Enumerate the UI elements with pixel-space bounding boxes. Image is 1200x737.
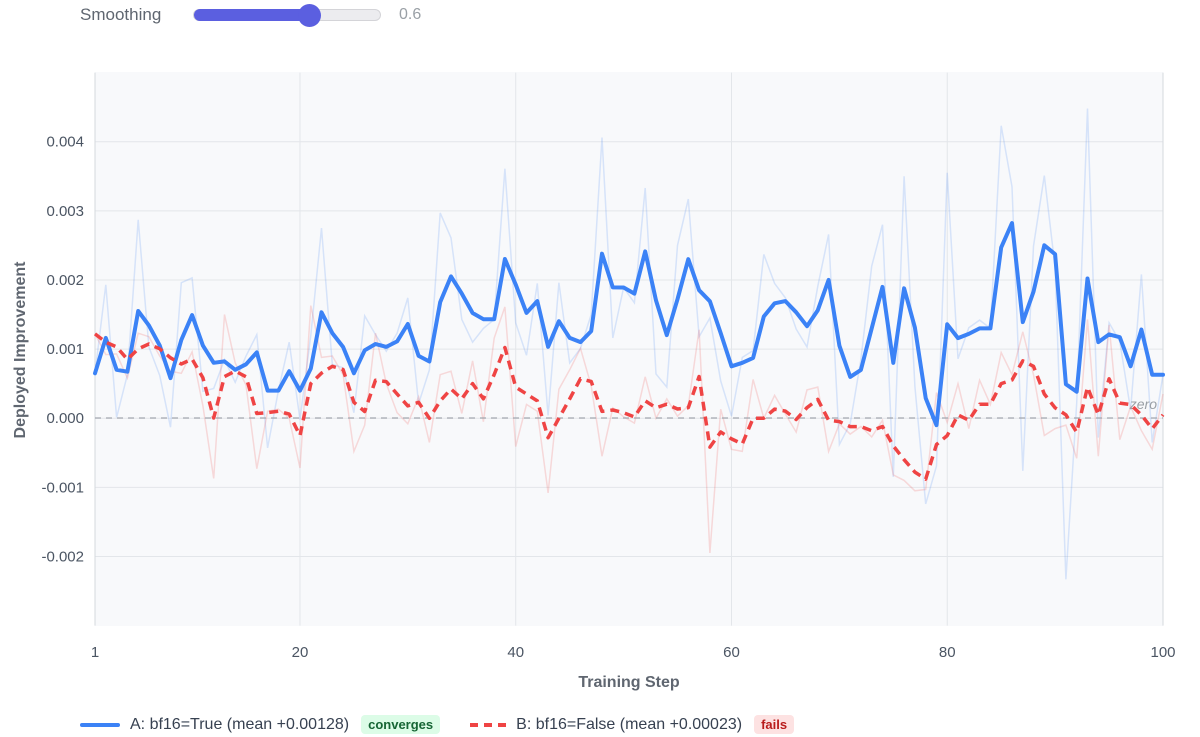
x-tick-label: 1 (91, 644, 99, 661)
x-tick-label: 100 (1150, 644, 1175, 661)
y-axis-title: Deployed Improvement (12, 261, 29, 439)
zero-label: zero (1129, 396, 1157, 412)
legend: A: bf16=True (mean +0.00128) converges B… (80, 715, 824, 734)
smoothed-line-series-b (93, 332, 1165, 481)
y-tick-label: -0.001 (41, 479, 84, 496)
y-tick-label: 0.004 (46, 134, 84, 151)
x-tick-label: 80 (939, 644, 956, 661)
y-tick-label: 0.000 (46, 410, 84, 427)
legend-label-a: A: bf16=True (mean +0.00128) (130, 715, 350, 733)
x-axis-title: Training Step (578, 674, 680, 691)
y-tick-label: 0.001 (46, 341, 84, 358)
smoothed-line-series-a (93, 221, 1165, 428)
x-tick-label: 40 (507, 644, 524, 661)
legend-label-b: B: bf16=False (mean +0.00023) (516, 715, 743, 733)
smoothing-slider-fill (194, 9, 310, 21)
y-tick-label: -0.002 (41, 548, 84, 565)
smoothing-label: Smoothing (80, 5, 162, 24)
legend-swatch-a (80, 722, 120, 727)
smoothing-slider[interactable] (193, 4, 381, 27)
smoothing-slider-thumb[interactable] (298, 4, 322, 27)
x-tick-label: 60 (723, 644, 740, 661)
status-badge-converges: converges (361, 715, 441, 734)
legend-swatch-b (470, 722, 507, 727)
y-tick-label: 0.003 (46, 203, 84, 220)
status-badge-fails: fails (754, 715, 795, 734)
y-tick-label: 0.002 (46, 272, 84, 289)
smoothing-value: 0.6 (399, 6, 422, 23)
smoothing-control: Smoothing 0.6 (80, 3, 421, 27)
x-tick-label: 20 (292, 644, 309, 661)
raw-line-series-a (94, 108, 1164, 580)
